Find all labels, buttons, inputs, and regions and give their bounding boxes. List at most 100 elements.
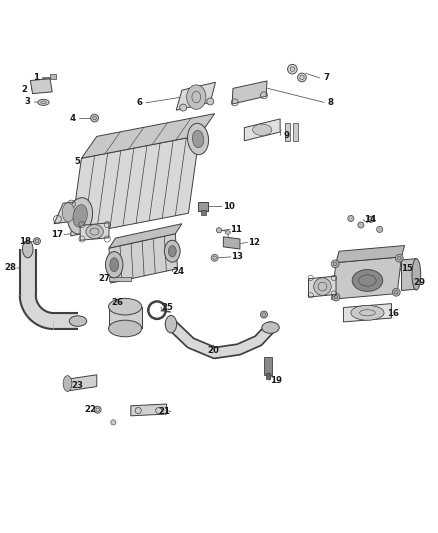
Text: 18: 18	[19, 237, 31, 246]
Text: 16: 16	[387, 309, 399, 318]
Ellipse shape	[38, 99, 49, 106]
Ellipse shape	[109, 298, 142, 315]
Ellipse shape	[314, 278, 331, 295]
Text: 2: 2	[22, 85, 28, 94]
Text: 13: 13	[231, 253, 244, 261]
Ellipse shape	[110, 258, 119, 272]
Text: 11: 11	[230, 225, 243, 234]
Polygon shape	[336, 246, 405, 263]
Polygon shape	[223, 237, 240, 249]
Text: 21: 21	[159, 407, 170, 416]
Bar	[264, 357, 272, 375]
Circle shape	[392, 288, 400, 296]
Polygon shape	[131, 404, 166, 416]
Text: 15: 15	[401, 264, 413, 273]
Ellipse shape	[187, 85, 206, 109]
Circle shape	[288, 64, 297, 74]
Text: 5: 5	[74, 157, 80, 166]
Text: 4: 4	[70, 114, 76, 123]
Bar	[266, 373, 270, 379]
Ellipse shape	[109, 320, 142, 337]
Text: 7: 7	[323, 74, 329, 83]
Polygon shape	[332, 257, 402, 299]
Polygon shape	[109, 224, 182, 248]
Ellipse shape	[69, 316, 87, 326]
Text: 24: 24	[173, 267, 185, 276]
Polygon shape	[176, 82, 215, 110]
Ellipse shape	[86, 224, 103, 239]
Polygon shape	[67, 375, 97, 391]
Circle shape	[331, 260, 339, 268]
Text: 6: 6	[137, 98, 142, 107]
Circle shape	[368, 216, 374, 222]
Circle shape	[111, 420, 116, 425]
Circle shape	[261, 311, 268, 318]
Polygon shape	[402, 259, 417, 290]
Bar	[198, 202, 208, 211]
Text: 29: 29	[413, 278, 425, 287]
Text: 28: 28	[4, 263, 16, 272]
Polygon shape	[343, 304, 392, 322]
Text: 26: 26	[112, 298, 124, 307]
Polygon shape	[109, 234, 177, 283]
Text: 20: 20	[208, 346, 220, 355]
Circle shape	[91, 114, 99, 122]
Ellipse shape	[352, 270, 383, 292]
Ellipse shape	[187, 123, 208, 155]
Ellipse shape	[165, 316, 177, 333]
Polygon shape	[81, 114, 215, 158]
Polygon shape	[80, 223, 109, 240]
Text: 3: 3	[25, 98, 31, 107]
Ellipse shape	[106, 252, 123, 278]
Circle shape	[207, 98, 214, 105]
Text: 9: 9	[284, 131, 290, 140]
Ellipse shape	[168, 246, 176, 257]
Text: 19: 19	[270, 376, 282, 384]
Bar	[201, 210, 206, 215]
Polygon shape	[244, 119, 280, 141]
Bar	[293, 123, 297, 141]
Text: 22: 22	[84, 405, 96, 414]
Ellipse shape	[73, 205, 87, 227]
Circle shape	[377, 227, 383, 232]
Bar	[49, 75, 56, 79]
Text: 25: 25	[162, 303, 173, 312]
Circle shape	[211, 254, 218, 261]
Ellipse shape	[351, 305, 384, 320]
Polygon shape	[71, 135, 199, 236]
Polygon shape	[30, 79, 52, 94]
Text: 1: 1	[32, 74, 39, 83]
Polygon shape	[308, 276, 336, 297]
Text: 12: 12	[248, 238, 260, 247]
Polygon shape	[54, 201, 83, 224]
Polygon shape	[232, 81, 267, 104]
Circle shape	[348, 215, 354, 222]
Ellipse shape	[225, 231, 230, 234]
Circle shape	[180, 104, 187, 111]
Circle shape	[33, 238, 40, 245]
Ellipse shape	[262, 322, 279, 333]
Circle shape	[216, 228, 222, 233]
Circle shape	[94, 406, 101, 413]
Ellipse shape	[192, 130, 204, 148]
Ellipse shape	[164, 240, 180, 262]
Bar	[109, 277, 131, 281]
Ellipse shape	[253, 124, 272, 135]
Circle shape	[297, 73, 306, 82]
Circle shape	[332, 293, 340, 301]
Circle shape	[396, 254, 403, 262]
Bar	[286, 123, 290, 141]
Ellipse shape	[63, 376, 72, 391]
Text: 10: 10	[223, 202, 234, 211]
Circle shape	[358, 222, 364, 228]
Text: 27: 27	[99, 274, 111, 283]
Text: 14: 14	[364, 215, 376, 224]
Ellipse shape	[68, 198, 92, 234]
Ellipse shape	[62, 203, 74, 222]
Polygon shape	[109, 306, 142, 328]
Text: 17: 17	[51, 230, 64, 239]
Text: 8: 8	[327, 98, 333, 107]
Ellipse shape	[412, 259, 421, 290]
Text: 23: 23	[71, 381, 83, 390]
Ellipse shape	[22, 240, 33, 258]
